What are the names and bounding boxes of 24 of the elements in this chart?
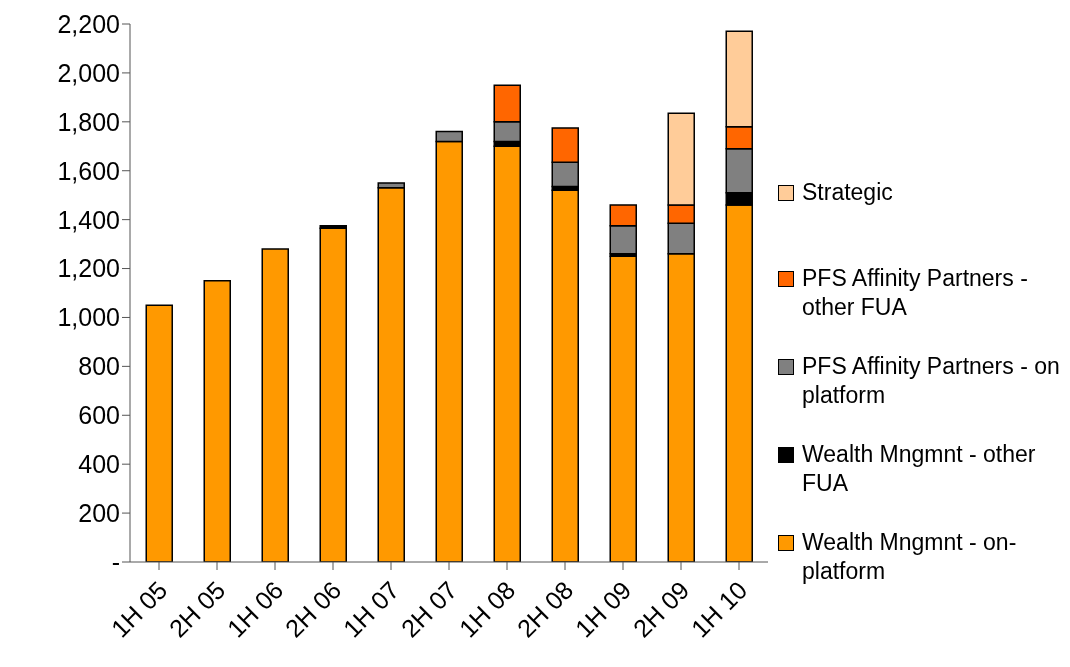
y-tick-label: 1,000 (57, 303, 120, 332)
y-tick-label: 400 (78, 450, 120, 479)
y-tick-label: 1,600 (57, 156, 120, 185)
bar (319, 227, 347, 562)
bar (551, 189, 579, 562)
bar (261, 248, 289, 562)
legend-label: Strategic (802, 178, 893, 207)
y-tick-label: 1,800 (57, 107, 120, 136)
y-tick-label: 1,200 (57, 254, 120, 283)
y-tick-label: 600 (78, 401, 120, 430)
bar (145, 304, 173, 562)
legend-label: PFS Affinity Partners - other FUA (802, 264, 1029, 322)
bar (203, 280, 231, 562)
y-tick-label: 800 (78, 352, 120, 381)
y-tick-label: 2,200 (57, 9, 120, 38)
legend-label: Wealth Mngmnt - other FUA (802, 440, 1037, 498)
y-tick-label: 200 (78, 498, 120, 527)
y-tick-label: 2,000 (57, 58, 120, 87)
y-tick-label: - (111, 547, 120, 576)
bar (493, 145, 521, 562)
bar (609, 255, 637, 562)
legend-label: Wealth Mngmnt - on-platform (802, 528, 1018, 586)
y-tick-label: 1,400 (57, 205, 120, 234)
legend-label: PFS Affinity Partners - on platform (802, 352, 1061, 410)
